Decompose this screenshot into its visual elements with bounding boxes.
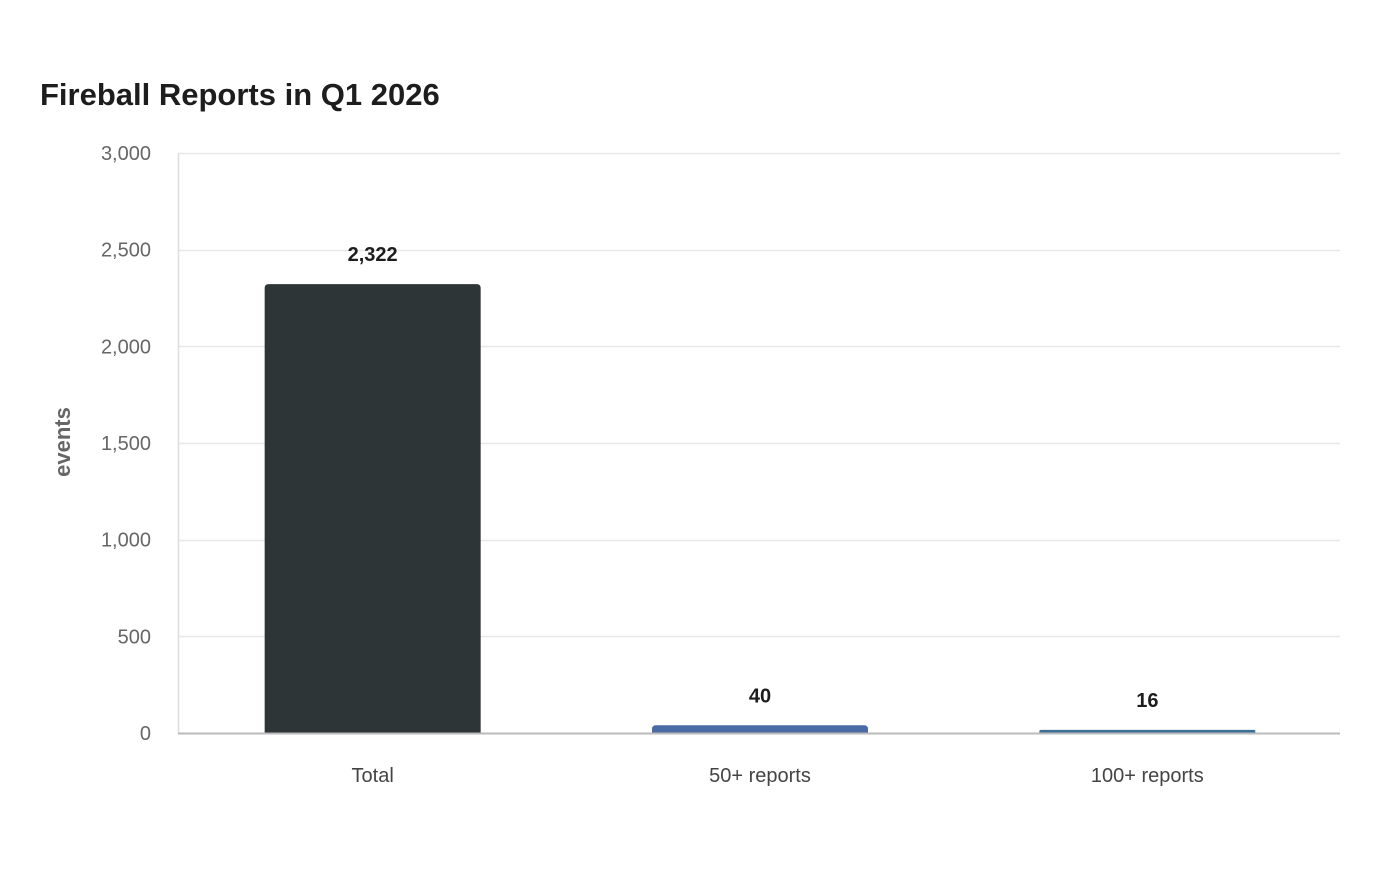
chart-title: Fireball Reports in Q1 2026: [40, 77, 440, 112]
x-category-label: 50+ reports: [709, 765, 811, 787]
y-tick-label: 1,000: [101, 530, 151, 552]
bar-100-reports: [1039, 729, 1256, 733]
y-tick-label: 1,500: [101, 433, 151, 455]
value-label: 40: [749, 685, 771, 707]
y-tick-label: 500: [118, 626, 151, 648]
x-axis-categories: Total 50+ reports 100+ reports: [352, 765, 1204, 787]
bar-total: [264, 284, 481, 733]
y-axis-ticks: 0 500 1,000 1,500 2,000 2,500 3,000: [101, 143, 151, 745]
value-labels: 2,322 40 16: [348, 244, 1159, 712]
y-tick-label: 0: [140, 723, 151, 745]
bars: [264, 284, 1256, 733]
y-tick-label: 2,000: [101, 336, 151, 358]
y-axis-label: events: [50, 407, 75, 477]
bar-50-reports: [652, 725, 868, 733]
y-tick-label: 2,500: [101, 240, 151, 262]
y-tick-label: 3,000: [101, 143, 151, 165]
axes: [177, 153, 1340, 735]
x-category-label: Total: [352, 765, 394, 787]
x-category-label: 100+ reports: [1091, 765, 1204, 787]
value-label: 2,322: [348, 244, 398, 266]
value-label: 16: [1136, 690, 1158, 712]
